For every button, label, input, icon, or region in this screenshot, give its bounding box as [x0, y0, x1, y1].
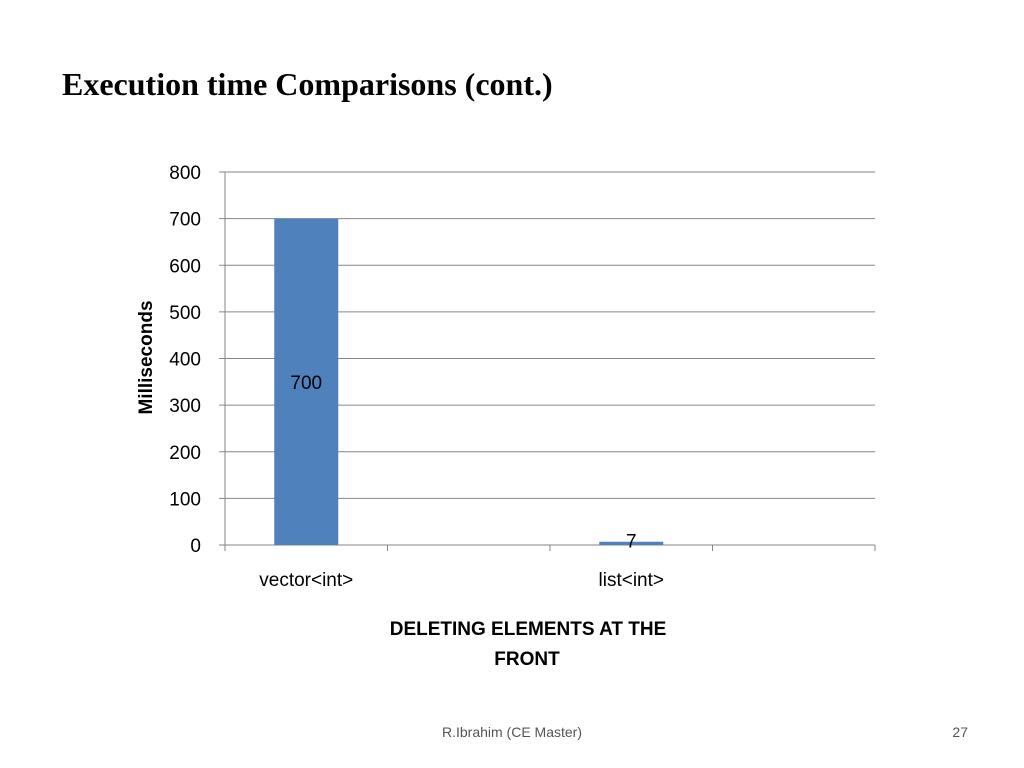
y-tick-label: 800 — [169, 163, 201, 184]
x-category-label: vector<int> — [259, 570, 353, 591]
labels: 0 100 200 300 400 500 600 700 800 700 vector<int> 7… — [136, 163, 666, 670]
y-tick-label: 300 — [169, 396, 201, 417]
bar-vector — [274, 218, 339, 545]
y-tick-label: 700 — [169, 210, 201, 231]
page-number: 27 — [952, 724, 968, 740]
y-tick-label: 600 — [169, 256, 201, 277]
x-category-label: list<int> — [599, 570, 664, 591]
data-label: 700 — [290, 373, 322, 394]
x-axis-title: FRONT — [494, 649, 560, 670]
slide-title: Execution time Comparisons (cont.) — [62, 66, 553, 102]
y-tick-label: 400 — [169, 350, 201, 371]
bar-list — [599, 541, 664, 545]
x-axis-title: DELETING ELEMENTS AT THE — [390, 619, 667, 640]
y-tick-label: 500 — [169, 303, 201, 324]
footer-author: R.Ibrahim (CE Master) — [441, 724, 583, 740]
bars — [274, 218, 664, 545]
y-tick-label: 100 — [169, 489, 201, 510]
y-tick-label: 0 — [190, 536, 201, 557]
y-tick-label: 200 — [169, 443, 201, 464]
y-axis-title: Milliseconds — [136, 300, 157, 414]
data-label: 7 — [626, 532, 637, 553]
